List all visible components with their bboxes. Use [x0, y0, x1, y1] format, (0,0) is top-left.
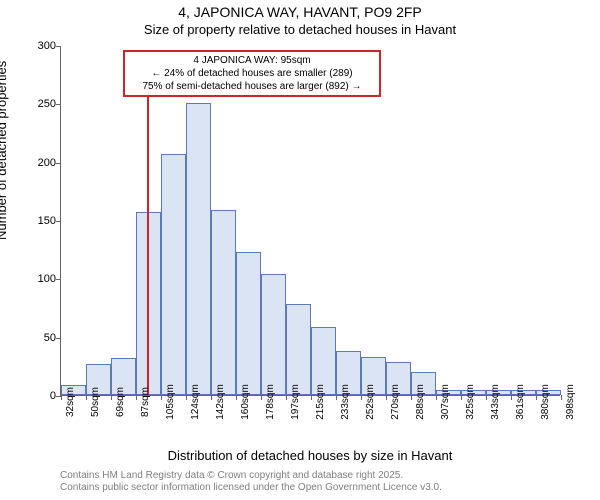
x-tick-label: 50sqm [90, 387, 101, 417]
histogram-bar [186, 103, 211, 395]
x-tick-mark [361, 395, 362, 400]
x-tick-mark [336, 395, 337, 400]
y-tick-label: 300 [20, 40, 56, 52]
credits-line2: Contains public sector information licen… [60, 482, 442, 494]
reference-line [147, 93, 149, 395]
credits: Contains HM Land Registry data © Crown c… [60, 470, 442, 494]
x-tick-label: 343sqm [490, 384, 501, 420]
x-tick-label: 288sqm [415, 384, 426, 420]
x-tick-label: 160sqm [240, 384, 251, 420]
x-tick-mark [261, 395, 262, 400]
annotation-box: 4 JAPONICA WAY: 95sqm ← 24% of detached … [123, 50, 381, 97]
y-tick-mark [56, 338, 61, 339]
y-tick-label: 100 [20, 273, 56, 285]
x-tick-label: 178sqm [265, 384, 276, 420]
y-tick-mark [56, 279, 61, 280]
y-tick-label: 0 [20, 390, 56, 402]
histogram-bar [211, 210, 236, 396]
y-tick-label: 50 [20, 332, 56, 344]
x-tick-label: 252sqm [365, 384, 376, 420]
property-size-chart: 4, JAPONICA WAY, HAVANT, PO9 2FP Size of… [0, 0, 600, 500]
x-tick-mark [136, 395, 137, 400]
x-tick-label: 142sqm [215, 384, 226, 420]
x-tick-mark [511, 395, 512, 400]
x-tick-label: 380sqm [540, 384, 551, 420]
y-tick-mark [56, 221, 61, 222]
y-tick-label: 200 [20, 157, 56, 169]
x-tick-label: 307sqm [440, 384, 451, 420]
x-tick-label: 105sqm [165, 384, 176, 420]
x-tick-mark [311, 395, 312, 400]
histogram-bar [236, 252, 261, 396]
histogram-bar [261, 274, 286, 395]
annotation-line1: 4 JAPONICA WAY: 95sqm [129, 54, 375, 67]
x-tick-label: 233sqm [340, 384, 351, 420]
annotation-line2: ← 24% of detached houses are smaller (28… [129, 67, 375, 80]
annotation-line3: 75% of semi-detached houses are larger (… [129, 80, 375, 93]
y-tick-label: 250 [20, 98, 56, 110]
x-tick-label: 124sqm [190, 384, 201, 420]
x-tick-mark [236, 395, 237, 400]
x-tick-label: 215sqm [315, 384, 326, 420]
x-tick-mark [186, 395, 187, 400]
x-axis-label: Distribution of detached houses by size … [60, 448, 560, 463]
y-tick-mark [56, 163, 61, 164]
x-tick-mark [86, 395, 87, 400]
y-tick-mark [56, 46, 61, 47]
x-tick-mark [436, 395, 437, 400]
x-tick-mark [411, 395, 412, 400]
x-tick-mark [486, 395, 487, 400]
x-tick-mark [561, 395, 562, 400]
chart-subtitle: Size of property relative to detached ho… [0, 22, 600, 37]
x-tick-label: 270sqm [390, 384, 401, 420]
x-tick-mark [211, 395, 212, 400]
x-tick-label: 87sqm [140, 387, 151, 417]
x-tick-label: 398sqm [565, 384, 576, 420]
x-tick-label: 197sqm [290, 384, 301, 420]
x-tick-label: 361sqm [515, 384, 526, 420]
x-tick-mark [111, 395, 112, 400]
credits-line1: Contains HM Land Registry data © Crown c… [60, 470, 442, 482]
histogram-bar [286, 304, 311, 395]
x-tick-mark [61, 395, 62, 400]
histogram-bar [161, 154, 186, 396]
y-tick-label: 150 [20, 215, 56, 227]
x-tick-mark [161, 395, 162, 400]
y-tick-mark [56, 104, 61, 105]
x-tick-mark [536, 395, 537, 400]
x-tick-mark [461, 395, 462, 400]
x-tick-mark [386, 395, 387, 400]
x-tick-mark [286, 395, 287, 400]
y-axis-label: Number of detached properties [0, 61, 9, 240]
x-tick-label: 325sqm [465, 384, 476, 420]
x-tick-label: 69sqm [115, 387, 126, 417]
chart-title: 4, JAPONICA WAY, HAVANT, PO9 2FP [0, 4, 600, 20]
plot-area: 4 JAPONICA WAY: 95sqm ← 24% of detached … [60, 46, 560, 396]
x-tick-label: 32sqm [65, 387, 76, 417]
